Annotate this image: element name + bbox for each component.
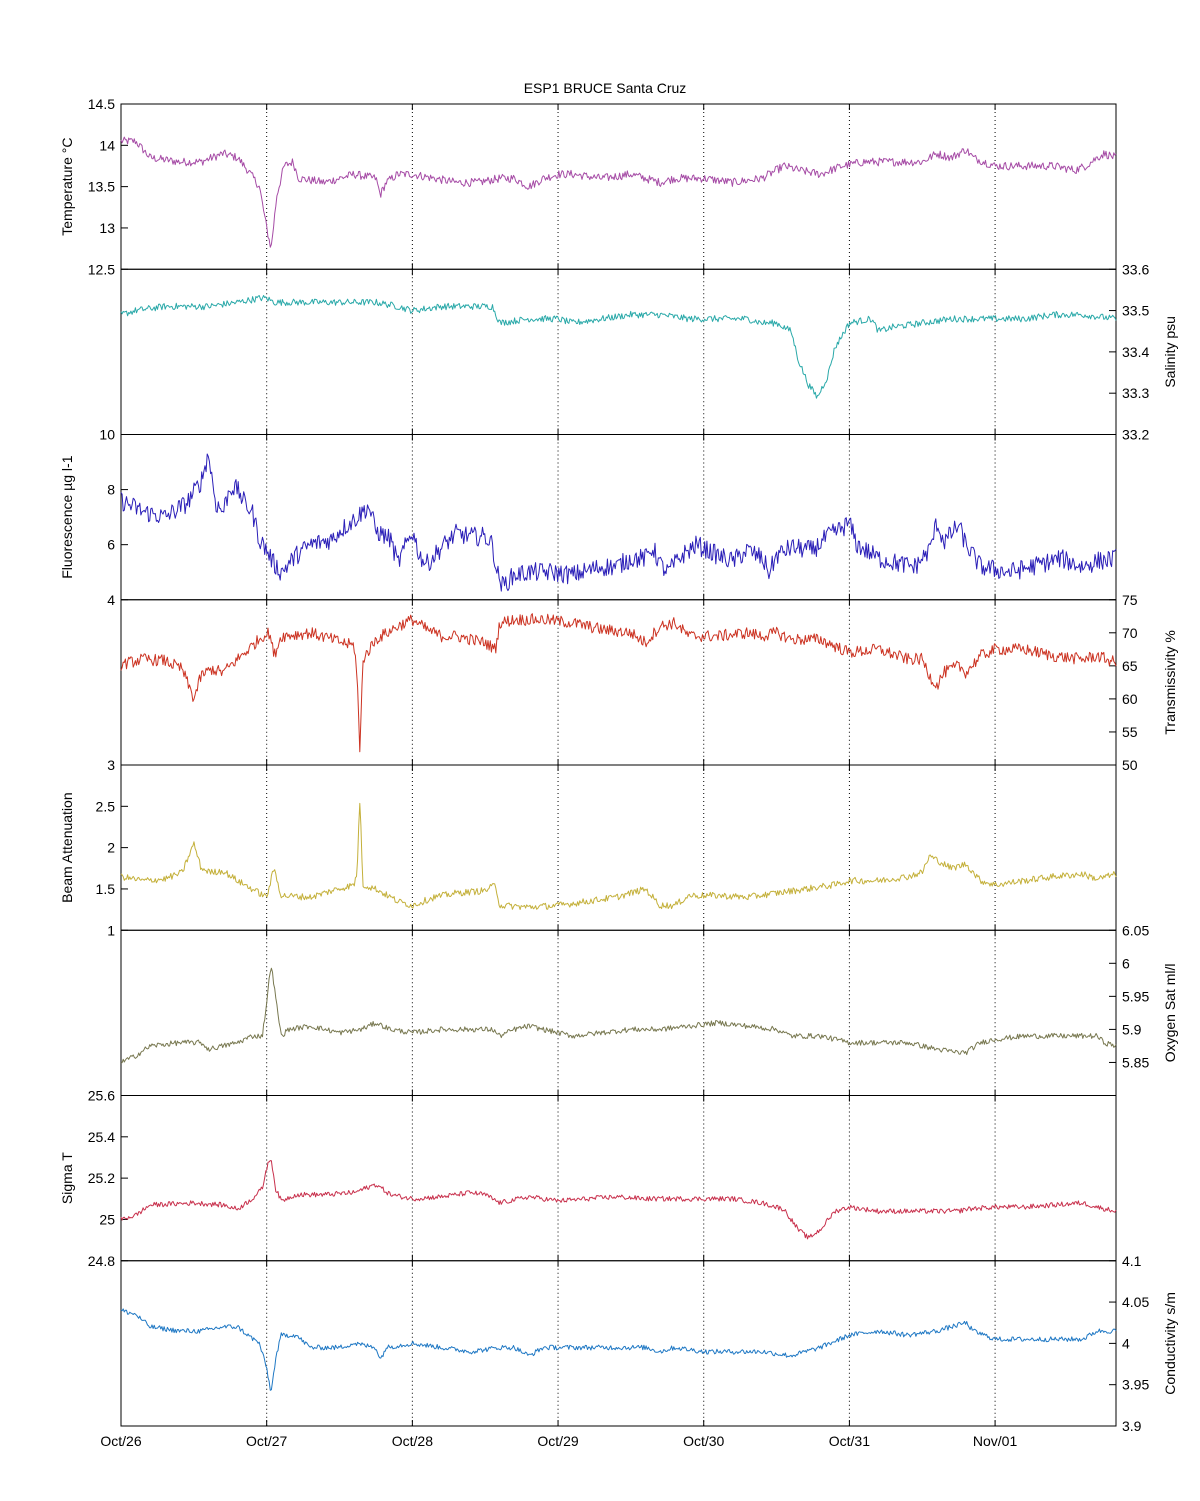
y-axis-label: Salinity psu <box>1162 316 1178 388</box>
x-tick-label: Oct/31 <box>829 1433 870 1449</box>
y-tick-label: 33.4 <box>1122 344 1149 360</box>
y-tick-label: 5.9 <box>1122 1021 1142 1037</box>
panel-frame <box>120 929 1117 1096</box>
y-tick-label: 33.5 <box>1122 303 1149 319</box>
y-tick-label: 2 <box>107 840 115 856</box>
panel-frame <box>120 268 1117 435</box>
y-tick-label: 4.1 <box>1122 1253 1142 1269</box>
y-tick-label: 3 <box>107 757 115 773</box>
panel-frame <box>120 1260 1117 1427</box>
chart-title: ESP1 BRUCE Santa Cruz <box>524 80 687 96</box>
panel-3: 4 6 8 10 Fluorescence µg l-1 <box>59 427 1117 608</box>
y-tick-label: 70 <box>1122 625 1138 641</box>
y-tick-label: 10 <box>99 427 115 443</box>
y-tick-label: 13.5 <box>88 179 115 195</box>
series-trace <box>120 453 1117 592</box>
y-tick-label: 5.85 <box>1122 1054 1149 1070</box>
y-tick-label: 8 <box>107 482 115 498</box>
y-axis-label: Fluorescence µg l-1 <box>59 455 75 578</box>
y-tick-label: 13 <box>99 220 115 236</box>
y-tick-label: 14 <box>99 137 115 153</box>
y-tick-label: 25.4 <box>88 1129 115 1145</box>
y-tick-label: 65 <box>1122 658 1138 674</box>
series-trace <box>120 613 1117 753</box>
y-tick-label: 2.5 <box>96 798 116 814</box>
y-tick-label: 25 <box>99 1211 115 1227</box>
y-tick-label: 75 <box>1122 592 1138 608</box>
x-tick-label: Oct/27 <box>246 1433 287 1449</box>
y-tick-label: 12.5 <box>88 261 115 277</box>
x-tick-label: Oct/28 <box>392 1433 433 1449</box>
y-tick-label: 3.9 <box>1122 1418 1142 1434</box>
y-axis-label: Beam Attenuation <box>59 792 75 903</box>
y-tick-label: 50 <box>1122 757 1138 773</box>
y-axis-label: Transmissivity % <box>1162 630 1178 735</box>
y-tick-label: 60 <box>1122 691 1138 707</box>
y-axis-label: Oxygen Sat ml/l <box>1162 963 1178 1062</box>
y-tick-label: 24.8 <box>88 1253 115 1269</box>
series-trace <box>120 295 1117 399</box>
y-tick-label: 25.6 <box>88 1088 115 1104</box>
y-tick-label: 6 <box>1122 955 1130 971</box>
y-tick-label: 55 <box>1122 724 1138 740</box>
y-tick-label: 6 <box>107 537 115 553</box>
y-tick-label: 4.05 <box>1122 1294 1149 1310</box>
series-trace <box>120 1160 1117 1240</box>
y-axis-label: Sigma T <box>59 1152 75 1204</box>
y-tick-label: 14.5 <box>88 96 115 112</box>
panel-7: 24.8 25 25.2 25.4 25.6 Sigma T <box>59 1088 1117 1269</box>
y-tick-label: 33.6 <box>1122 261 1149 277</box>
panel-6: 5.85 5.9 5.95 6 6.05 Oxygen Sat ml/l <box>120 922 1178 1096</box>
x-tick-label: Oct/26 <box>100 1433 141 1449</box>
y-tick-label: 4 <box>1122 1335 1130 1351</box>
series-trace <box>120 967 1117 1064</box>
y-tick-label: 25.2 <box>88 1170 115 1186</box>
y-tick-label: 3.95 <box>1122 1377 1149 1393</box>
panel-8: 3.9 3.95 4 4.05 4.1 Conductivity s/m <box>120 1253 1178 1434</box>
y-tick-label: 1.5 <box>96 881 116 897</box>
panel-frame <box>120 599 1117 766</box>
y-axis-label: Temperature °C <box>59 138 75 236</box>
panel-frame <box>120 764 1117 931</box>
x-tick-label: Oct/30 <box>683 1433 724 1449</box>
y-tick-label: 1 <box>107 922 115 938</box>
y-tick-label: 33.2 <box>1122 427 1149 443</box>
x-tick-label: Nov/01 <box>973 1433 1018 1449</box>
series-trace <box>120 1308 1117 1391</box>
panel-2: 33.2 33.3 33.4 33.5 33.6 Salinity psu <box>120 261 1178 443</box>
x-tick-label: Oct/29 <box>537 1433 578 1449</box>
panel-frame <box>120 1095 1117 1262</box>
panel-5: 1 1.5 2 2.5 3 Beam Attenuation <box>59 757 1117 938</box>
series-trace <box>120 802 1117 910</box>
y-axis-label: Conductivity s/m <box>1162 1292 1178 1395</box>
y-tick-label: 4 <box>107 592 115 608</box>
y-tick-label: 6.05 <box>1122 922 1149 938</box>
y-tick-label: 33.3 <box>1122 385 1149 401</box>
panel-1: 12.5 13 13.5 14 14.5 Temperature °C <box>59 96 1117 277</box>
y-tick-label: 5.95 <box>1122 988 1149 1004</box>
x-axis: Oct/26 Oct/27 Oct/28 Oct/29 Oct/30 Oct/31 Nov/… <box>100 1433 1017 1449</box>
panel-4: 50 55 60 65 70 75 Transmissivity % <box>120 592 1178 773</box>
panel-frame <box>120 434 1117 601</box>
series-trace <box>120 136 1117 248</box>
